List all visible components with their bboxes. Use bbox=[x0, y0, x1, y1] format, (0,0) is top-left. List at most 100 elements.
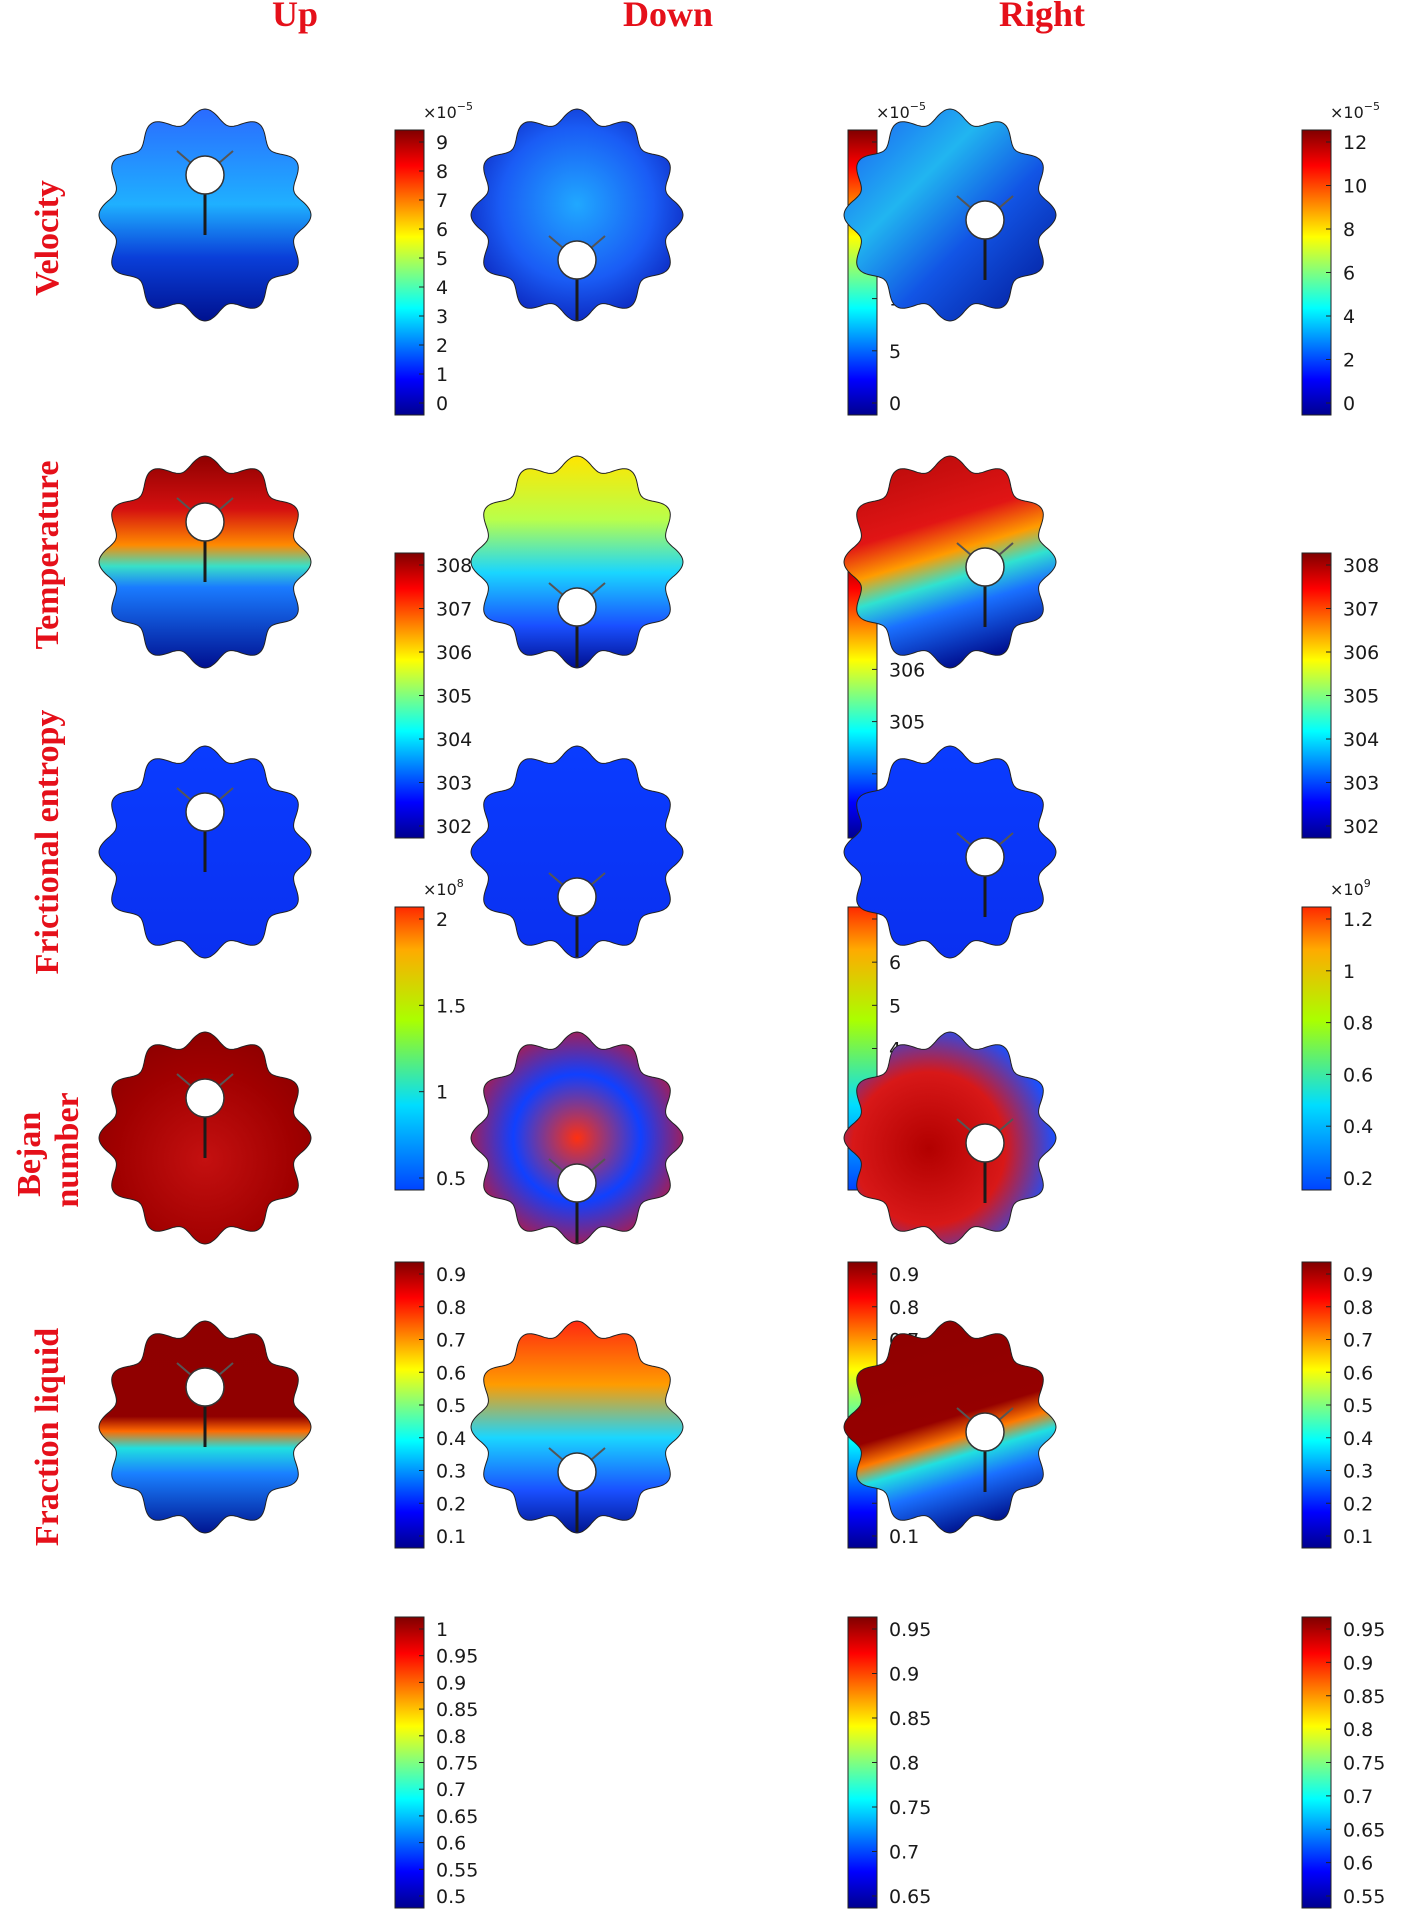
colorbar-tick-label: 0.7 bbox=[1343, 1330, 1373, 1352]
colorbar-tick-label: 0.8 bbox=[889, 1753, 919, 1775]
colorbar-tick-label: 0.4 bbox=[1343, 1428, 1373, 1450]
colorbar-tick-label: 305 bbox=[436, 686, 472, 708]
colorbar-tick-label: 0.1 bbox=[436, 1526, 466, 1548]
colorbar-tick-label: 8 bbox=[1343, 219, 1355, 241]
colorbar-tick-label: 302 bbox=[436, 816, 472, 838]
column-header-down: Down bbox=[623, 0, 713, 34]
colorbar-tick-label: 0.75 bbox=[1343, 1753, 1385, 1775]
colorbar-tick-label: 0.1 bbox=[1343, 1526, 1373, 1548]
colorbar-tick-label: 304 bbox=[436, 729, 472, 751]
plot-temperature-up: 308 307 306 305 304 303 302 bbox=[98, 455, 472, 839]
colorbar-tick-label: 304 bbox=[1343, 729, 1379, 751]
domain-shape-temperature-down bbox=[470, 455, 684, 669]
plot-fraction-liquid-right: 0.95 0.9 0.85 0.8 0.75 0.7 0.65 0.6 0.55 bbox=[843, 1320, 1385, 1909]
colorbar-tick-label: 6 bbox=[1343, 263, 1355, 285]
domain-shape-bejan-number-right bbox=[843, 1031, 1057, 1245]
column-header-right: Right bbox=[999, 0, 1085, 34]
colorbar-tick-label: 0.3 bbox=[1343, 1461, 1373, 1483]
colorbar-tick-label: 0.8 bbox=[436, 1726, 466, 1748]
domain-shape-fraction-liquid-down bbox=[470, 1320, 684, 1534]
colorbar-tick-label: 0.8 bbox=[889, 1297, 919, 1319]
colorbar-tick-label: 0.95 bbox=[1343, 1619, 1385, 1641]
tube-hole-velocity-right bbox=[965, 200, 1005, 240]
domain-shape-velocity-right bbox=[843, 108, 1057, 322]
plot-bejan-number-up: 0.9 0.8 0.7 0.6 0.5 0.4 0.3 0.2 0.1 bbox=[98, 1031, 466, 1549]
colorbar-tick-label: 5 bbox=[889, 995, 901, 1017]
colorbar-tick-label: 0.6 bbox=[1343, 1853, 1373, 1875]
colorbar-multiplier-frictional-entropy-right: ×109 bbox=[1330, 877, 1371, 899]
row-label-frictional-entropy: Frictional entropy bbox=[29, 710, 66, 975]
colorbar-tick-label: 0.55 bbox=[436, 1859, 478, 1881]
colorbar-tick-label: 1 bbox=[436, 1082, 448, 1104]
colorbar-tick-label: 0.75 bbox=[436, 1753, 478, 1775]
colorbar-tick-label: 0.7 bbox=[436, 1779, 466, 1801]
tube-hole-temperature-up bbox=[185, 502, 225, 542]
colorbar-tick-label: 0.7 bbox=[1343, 1786, 1373, 1808]
colorbar-tick-label: 307 bbox=[1343, 599, 1379, 621]
tube-hole-frictional-entropy-up bbox=[185, 792, 225, 832]
tube-hole-fraction-liquid-right bbox=[965, 1412, 1005, 1452]
colorbar-tick-label: 305 bbox=[1343, 686, 1379, 708]
colorbar-tick-label: 0.2 bbox=[1343, 1168, 1373, 1190]
colorbar-tick-label: 308 bbox=[1343, 555, 1379, 577]
colorbar-tick-label: 0.5 bbox=[436, 1168, 466, 1190]
colorbar-tick-label: 0.5 bbox=[436, 1886, 466, 1908]
colorbar-tick-label: 305 bbox=[889, 712, 925, 734]
colorbar-tick-label: 0.5 bbox=[436, 1395, 466, 1417]
domain-shape-frictional-entropy-down bbox=[470, 745, 684, 959]
colorbar-frictional-entropy-right bbox=[1301, 906, 1332, 1191]
plot-fraction-liquid-up: 1 0.95 0.9 0.85 0.8 0.75 0.7 0.65 0.6 0.55 0.5 bbox=[98, 1320, 478, 1909]
colorbar-tick-label: 0.6 bbox=[1343, 1064, 1373, 1086]
colorbar-tick-label: 2 bbox=[1343, 350, 1355, 372]
colorbar-multiplier-velocity-down: ×10−5 bbox=[876, 100, 926, 122]
colorbar-tick-label: 303 bbox=[1343, 773, 1379, 795]
colorbar-tick-label: 0.85 bbox=[1343, 1686, 1385, 1708]
plot-frictional-entropy-right: ×109 1.2 1 0.8 0.6 0.4 0.2 bbox=[843, 745, 1373, 1191]
colorbar-tick-label: 0.4 bbox=[1343, 1116, 1373, 1138]
plot-frictional-entropy-up: ×108 2 1.5 1 0.5 bbox=[98, 745, 466, 1191]
colorbar-tick-label: 303 bbox=[436, 773, 472, 795]
domain-shape-temperature-right bbox=[843, 455, 1057, 669]
tube-hole-frictional-entropy-right bbox=[965, 837, 1005, 877]
colorbar-tick-label: 2 bbox=[436, 335, 448, 357]
colorbar-tick-label: 0.65 bbox=[889, 1886, 931, 1908]
colorbar-tick-label: 0.95 bbox=[436, 1646, 478, 1668]
colorbar-tick-label: 0.2 bbox=[1343, 1493, 1373, 1515]
colorbar-tick-label: 6 bbox=[436, 219, 448, 241]
colorbar-tick-label: 1 bbox=[436, 1619, 448, 1641]
domain-shape-fraction-liquid-right bbox=[843, 1320, 1057, 1534]
row-label-fraction-liquid: Fraction liquid bbox=[29, 1328, 66, 1546]
colorbar-tick-label: 12 bbox=[1343, 132, 1367, 154]
colorbar-tick-label: 306 bbox=[1343, 642, 1379, 664]
domain-shape-frictional-entropy-right bbox=[843, 745, 1057, 959]
colorbar-tick-label: 307 bbox=[436, 599, 472, 621]
colorbar-tick-label: 0.8 bbox=[1343, 1297, 1373, 1319]
colorbar-tick-label: 0.65 bbox=[436, 1806, 478, 1828]
colorbar-tick-label: 10 bbox=[1343, 176, 1367, 198]
colorbar-tick-label: 3 bbox=[436, 306, 448, 328]
colorbar-tick-label: 0.9 bbox=[436, 1672, 466, 1694]
colorbar-tick-label: 1.5 bbox=[436, 995, 466, 1017]
colorbar-tick-label: 0.65 bbox=[1343, 1819, 1385, 1841]
colorbar-tick-label: 306 bbox=[889, 659, 925, 681]
tube-hole-bejan-number-down bbox=[557, 1163, 597, 1203]
colorbar-tick-label: 0.9 bbox=[1343, 1652, 1373, 1674]
colorbar-tick-label: 0.9 bbox=[889, 1664, 919, 1686]
colorbar-tick-label: 5 bbox=[436, 248, 448, 270]
domain-shape-velocity-down bbox=[470, 108, 684, 322]
plot-velocity-right: ×10−5 12 10 8 6 4 2 0 bbox=[843, 100, 1380, 416]
colorbar-tick-label: 9 bbox=[436, 132, 448, 154]
tube-hole-bejan-number-right bbox=[965, 1123, 1005, 1163]
colorbar-tick-label: 0.8 bbox=[436, 1297, 466, 1319]
row-label-temperature: Temperature bbox=[29, 461, 66, 650]
colorbar-tick-label: 7 bbox=[436, 190, 448, 212]
colorbar-tick-label: 302 bbox=[1343, 816, 1379, 838]
colorbar-tick-label: 0.8 bbox=[1343, 1719, 1373, 1741]
tube-hole-fraction-liquid-up bbox=[185, 1367, 225, 1407]
colorbar-tick-label: 0.55 bbox=[1343, 1886, 1385, 1908]
colorbar-tick-label: 306 bbox=[436, 642, 472, 664]
colorbar-tick-label: 0.9 bbox=[889, 1264, 919, 1286]
colorbar-tick-label: 6 bbox=[889, 952, 901, 974]
colorbar-tick-label: 0.9 bbox=[436, 1264, 466, 1286]
